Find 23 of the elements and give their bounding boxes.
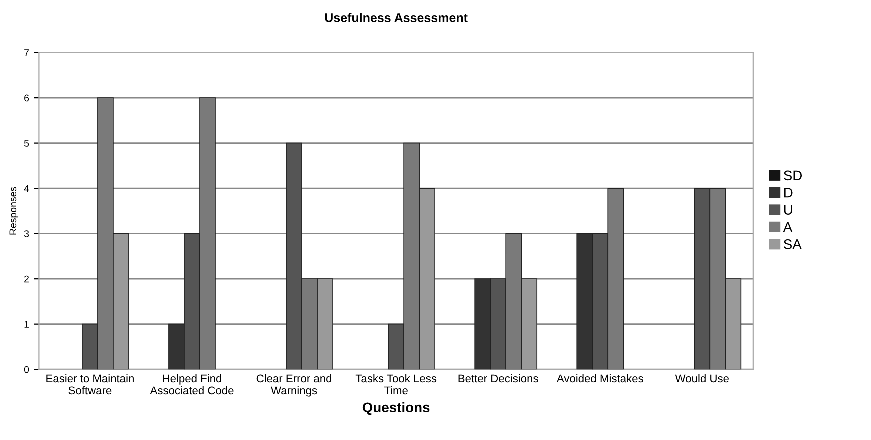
legend-label: U — [784, 205, 792, 215]
y-tick-label: 5 — [24, 140, 30, 147]
legend-label: A — [783, 222, 793, 232]
y-tick-label: 7 — [24, 50, 29, 56]
x-tick-label: Easier to Maintain Software — [46, 374, 134, 395]
chart-title: Usefulness Assessment — [325, 13, 468, 22]
x-tick-label: Tasks Took Less Time — [356, 374, 437, 395]
y-tick-label: 4 — [24, 185, 30, 192]
x-tick-label: Avoided Mistakes — [556, 374, 644, 383]
y-tick-label: 1 — [24, 321, 29, 328]
legend-label: SA — [784, 240, 802, 250]
x-tick-label: Clear Error and Warnings — [256, 374, 332, 397]
y-axis-title: Responses — [10, 187, 19, 235]
x-tick-label: Helped Find Associated Code — [150, 374, 234, 395]
y-tick-label: 3 — [24, 230, 30, 238]
legend-label: D — [784, 188, 793, 198]
y-tick-label: 0 — [24, 366, 30, 374]
x-axis-title: Questions — [362, 402, 430, 416]
x-tick-label: Would Use — [675, 374, 729, 383]
y-tick-label: 2 — [24, 276, 29, 283]
y-tick-label: 6 — [24, 94, 30, 102]
x-tick-label: Better Decisions — [458, 374, 538, 383]
legend-label: SD — [784, 170, 802, 181]
